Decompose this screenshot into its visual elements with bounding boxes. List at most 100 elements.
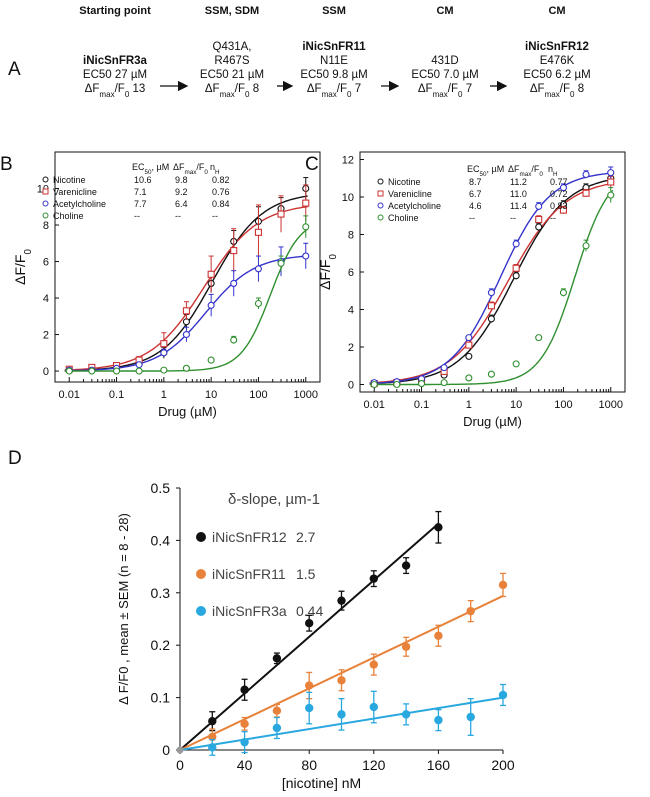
data-point xyxy=(487,315,495,323)
data-point xyxy=(230,336,238,344)
data-point xyxy=(369,574,378,583)
data-point xyxy=(160,349,168,357)
data-point xyxy=(535,223,543,231)
y-tick-label: 0 xyxy=(162,742,170,758)
data-point xyxy=(440,379,448,387)
data-point xyxy=(277,259,285,267)
legend-value: 0.83 xyxy=(550,201,568,211)
legend-header: nH xyxy=(548,164,558,178)
data-point xyxy=(607,169,615,177)
data-point xyxy=(607,191,615,199)
data-point xyxy=(512,240,520,248)
panel-label-d: D xyxy=(8,448,22,469)
legend-value: -- xyxy=(175,211,181,221)
data-point xyxy=(559,206,568,214)
fit-curve-nicotine xyxy=(64,195,308,372)
step-header: SSM xyxy=(322,5,346,17)
legend-value: 11.2 xyxy=(510,177,527,187)
data-point xyxy=(272,706,282,715)
legend-header: ΔFmax/F0 xyxy=(508,164,543,178)
y-tick-label: 10 xyxy=(342,192,354,204)
legend-value: 10.6 xyxy=(134,175,152,185)
legend-name: Nicotine xyxy=(53,175,86,185)
data-point xyxy=(535,334,543,342)
x-tick-label: 100 xyxy=(249,389,267,401)
y-tick-label: 0.1 xyxy=(151,690,171,706)
step-header: Starting point xyxy=(79,5,151,17)
fit-curve-choline xyxy=(64,228,309,372)
step-line: ΔFmax/F0 7 xyxy=(418,83,472,99)
y-axis-label: ΔF/F0 xyxy=(12,249,34,285)
x-tick-label: 40 xyxy=(237,757,253,773)
step-line: ΔFmax/F0 8 xyxy=(530,83,584,99)
data-point xyxy=(434,523,443,532)
fit-curve-varenicline xyxy=(64,206,308,371)
legend-value: 11.4 xyxy=(510,201,527,211)
legend-marker xyxy=(377,202,384,209)
legend-title: δ-slope, µm-1 xyxy=(228,491,320,508)
data-point xyxy=(466,606,475,616)
x-tick-label: 160 xyxy=(427,757,451,773)
x-axis-label: Drug (µM) xyxy=(463,414,522,429)
legend-value: -- xyxy=(510,213,516,223)
legend-marker xyxy=(377,214,384,221)
data-point xyxy=(254,299,263,308)
data-point xyxy=(208,716,217,726)
legend-name: Varenicline xyxy=(388,189,432,199)
legend-value: 11.0 xyxy=(510,189,527,199)
legend-value: 7.7 xyxy=(134,199,147,209)
step-line: ΔFmax/F0 8 xyxy=(205,83,259,99)
data-point xyxy=(512,360,520,368)
data-point xyxy=(401,561,411,570)
step-line: EC50 7.0 µM xyxy=(411,69,478,81)
legend-value: 0.84 xyxy=(212,199,230,209)
legend-marker xyxy=(42,176,49,183)
data-point xyxy=(434,631,443,640)
fit-curve-choline xyxy=(369,189,614,386)
legend-slope: 1.5 xyxy=(296,566,316,582)
x-tick-label: 1 xyxy=(466,399,472,411)
data-point xyxy=(417,380,426,388)
legend-name: Nicotine xyxy=(388,177,421,187)
step-line: EC50 27 µM xyxy=(83,69,147,81)
data-point xyxy=(337,710,346,719)
data-point xyxy=(369,660,378,669)
data-point xyxy=(230,279,238,287)
legend-value: 6.7 xyxy=(469,189,482,199)
data-point xyxy=(401,642,411,651)
data-point xyxy=(302,252,310,260)
data-point xyxy=(434,715,443,725)
step-header: CM xyxy=(436,5,453,17)
data-point xyxy=(559,289,568,297)
step-line: 431D xyxy=(431,55,459,67)
x-tick-label: 0 xyxy=(176,757,184,773)
data-point xyxy=(498,690,508,700)
step-header: SSM, SDM xyxy=(205,5,259,17)
step-line: iNicSnFR12 xyxy=(525,41,589,53)
data-point xyxy=(182,330,190,339)
x-tick-label: 120 xyxy=(362,757,386,773)
fit-line-inicsnfr12 xyxy=(179,522,440,751)
legend-header: nH xyxy=(210,162,220,176)
legend-marker xyxy=(377,178,384,185)
data-point xyxy=(302,223,310,231)
data-point xyxy=(607,178,615,186)
x-tick-label: 0.01 xyxy=(364,399,385,411)
data-point xyxy=(112,367,121,375)
legend-marker xyxy=(196,532,206,542)
data-point xyxy=(254,228,263,236)
y-tick-label: 0.3 xyxy=(151,585,171,601)
data-point xyxy=(230,247,238,255)
data-point xyxy=(512,272,520,280)
x-tick-label: 200 xyxy=(491,757,515,773)
x-tick-label: 10 xyxy=(510,399,522,411)
y-tick-label: 12 xyxy=(342,155,354,167)
data-point xyxy=(466,712,475,722)
y-tick-label: 2 xyxy=(348,342,354,354)
data-point xyxy=(498,580,508,590)
legend-value: 6.4 xyxy=(175,199,188,209)
x-tick-label: 1000 xyxy=(294,389,318,401)
step-line: EC50 6.2 µM xyxy=(523,69,590,81)
